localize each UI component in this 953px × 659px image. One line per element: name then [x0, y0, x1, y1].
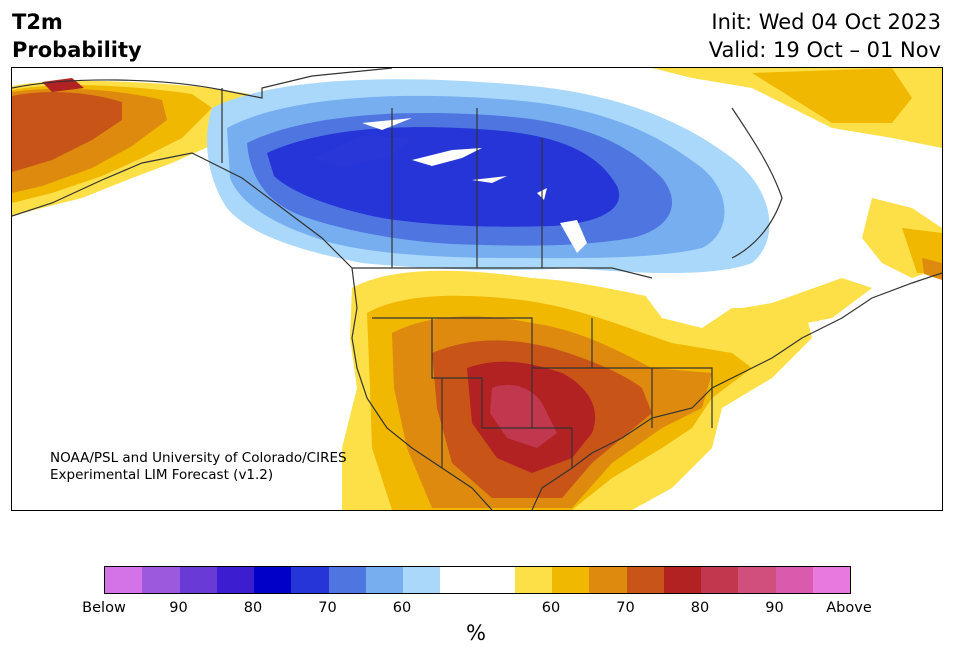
colorbar-swatch — [328, 567, 366, 593]
water-bodies — [362, 118, 732, 328]
colorbar-tick-label: 90 — [169, 600, 188, 616]
colorbar-swatch — [589, 567, 627, 593]
map-canvas: NOAA/PSL and University of Colorado/CIRE… — [12, 68, 942, 510]
map-title: T2m Probability — [12, 8, 142, 64]
colorbar-swatch — [663, 567, 701, 593]
colorbar-tick-label: 70 — [616, 600, 635, 616]
probability-map: NOAA/PSL and University of Colorado/CIRE… — [11, 67, 943, 511]
colorbar-swatch — [254, 567, 292, 593]
colorbar-swatch — [812, 567, 850, 593]
canada-cold-anomaly — [207, 79, 770, 273]
init-date: Init: Wed 04 Oct 2023 — [711, 10, 941, 34]
colorbar-tick-label: 90 — [765, 600, 784, 616]
colorbar-tick-label: 60 — [392, 600, 412, 616]
alaska-warm-anomaly — [12, 78, 262, 217]
colorbar-tick-label: 80 — [243, 600, 263, 616]
title-line-2: Probability — [12, 38, 142, 62]
colorbar-tick-label: 80 — [690, 600, 710, 616]
colorbar-swatch — [105, 567, 143, 593]
usa-warm-anomaly — [342, 270, 812, 510]
colorbar-swatch — [291, 567, 329, 593]
colorbar-ticks: Below 90 80 70 60 60 70 80 90 Above — [82, 600, 872, 618]
colorbar-swatch — [403, 567, 441, 593]
colorbar-swatch — [514, 567, 552, 593]
colorbar-tick-label: 60 — [541, 600, 561, 616]
colorbar-swatch — [738, 567, 776, 593]
colorbar-swatch — [365, 567, 403, 593]
colorbar-unit: % — [466, 621, 486, 645]
probability-colorbar — [104, 566, 851, 594]
borders — [12, 68, 942, 510]
forecast-dates: Init: Wed 04 Oct 2023 Valid: 19 Oct – 01… — [709, 8, 941, 64]
valid-period: Valid: 19 Oct – 01 Nov — [708, 38, 941, 62]
colorbar-tick-label: Below — [82, 600, 126, 616]
colorbar-swatch — [626, 567, 664, 593]
colorbar-swatch — [142, 567, 180, 593]
colorbar-tick-label: Above — [826, 600, 872, 616]
credit-line-2: Experimental LIM Forecast (v1.2) — [50, 467, 274, 483]
colorbar-swatch — [216, 567, 254, 593]
colorbar-swatch — [179, 567, 217, 593]
colorbar-tick-label: 70 — [318, 600, 337, 616]
colorbar-swatch — [440, 567, 478, 593]
map-credit: NOAA/PSL and University of Colorado/CIRE… — [50, 450, 347, 484]
title-line-1: T2m — [12, 10, 63, 34]
colorbar-swatch — [552, 567, 590, 593]
credit-line-1: NOAA/PSL and University of Colorado/CIRE… — [50, 450, 347, 466]
colorbar-swatch — [775, 567, 813, 593]
colorbar-swatch — [477, 567, 515, 593]
colorbar-swatch — [701, 567, 739, 593]
